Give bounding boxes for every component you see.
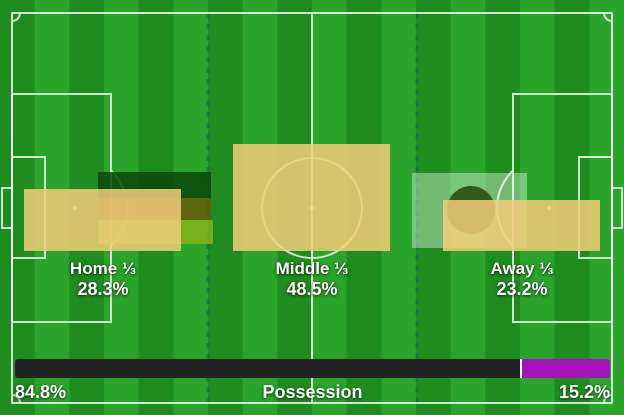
zone-box-middle: [233, 144, 390, 251]
corner-arc-bottom-right: [603, 394, 613, 404]
corner-arc-top-right: [603, 12, 613, 22]
zone-box-away: [443, 200, 600, 251]
zone-label-middle: Middle ⅓ 48.5%: [232, 258, 392, 300]
zone-value: 23.2%: [496, 279, 548, 299]
zone-box-home: [24, 189, 181, 251]
possession-segment-divider: [519, 359, 522, 378]
left-goal: [1, 187, 13, 229]
possession-label: Possession: [262, 382, 363, 402]
right-goal: [611, 187, 623, 229]
possession-values-row: 84.8% Possession 15.2%: [15, 382, 610, 403]
zone-name: Away ⅓: [490, 259, 554, 278]
corner-arc-bottom-left: [11, 394, 21, 404]
zone-name: Middle ⅓: [275, 259, 349, 278]
corner-arc-top-left: [11, 12, 21, 22]
possession-away-value: 15.2%: [558, 382, 610, 402]
possession-away-segment: [521, 359, 610, 378]
possession-home-value: 84.8%: [15, 382, 67, 402]
zone-value: 48.5%: [286, 279, 338, 299]
possession-bar: [15, 359, 610, 378]
zone-name: Home ⅓: [69, 259, 137, 278]
zone-value: 28.3%: [77, 279, 129, 299]
zone-label-home: Home ⅓ 28.3%: [23, 258, 183, 300]
zone-label-away: Away ⅓ 23.2%: [442, 258, 602, 300]
possession-home-segment: [15, 359, 520, 378]
